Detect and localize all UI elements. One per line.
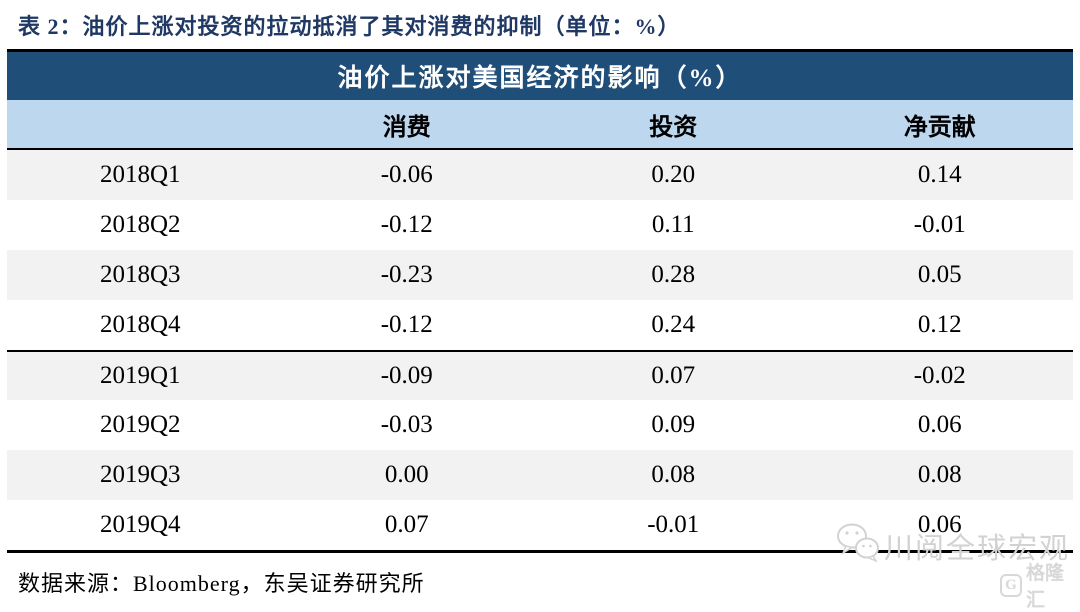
investment-cell: 0.08 — [651, 461, 696, 488]
consumption-cell: -0.23 — [380, 261, 433, 288]
investment-cell: 0.24 — [651, 311, 696, 338]
quarter-cell: 2018Q1 — [99, 161, 181, 188]
consumption-cell: -0.06 — [380, 161, 433, 188]
data-source-note: 数据来源：Bloomberg，东吴证券研究所 — [18, 571, 425, 596]
quarter-cell: 2019Q2 — [99, 411, 181, 438]
investment-cell: 0.20 — [651, 161, 696, 188]
table-row: 2019Q1 -0.09 0.07 -0.02 — [7, 350, 1073, 400]
net-contribution-cell: 0.06 — [917, 411, 962, 438]
investment-cell: -0.01 — [647, 511, 700, 538]
table-row: 2018Q4 -0.12 0.24 0.12 — [7, 300, 1073, 350]
table-row: 2019Q4 0.07 -0.01 0.06 — [7, 500, 1073, 550]
table-row: 2018Q2 -0.12 0.11 -0.01 — [7, 200, 1073, 250]
investment-cell: 0.09 — [651, 411, 696, 438]
net-contribution-cell: -0.01 — [913, 211, 966, 238]
consumption-cell: -0.12 — [380, 311, 433, 338]
consumption-cell: -0.12 — [380, 211, 433, 238]
net-contribution-cell: 0.05 — [917, 261, 962, 288]
table-row: 2019Q2 -0.03 0.09 0.06 — [7, 400, 1073, 450]
consumption-cell: 0.07 — [384, 511, 429, 538]
column-header-quarter — [7, 100, 274, 148]
consumption-cell: -0.03 — [380, 411, 433, 438]
quarter-cell: 2018Q2 — [99, 211, 181, 238]
investment-cell: 0.28 — [651, 261, 696, 288]
column-header-net-contribution: 净贡献 — [903, 114, 976, 141]
watermark-wechat-label: 川阅全球宏观 — [884, 533, 1071, 565]
data-table: 油价上涨对美国经济的影响（%） 消费 投资 净贡献 2018Q1 -0.06 0… — [7, 49, 1073, 553]
watermark-gelonghui-label: 格隆汇 — [1026, 563, 1065, 611]
table-row: 2019Q3 0.00 0.08 0.08 — [7, 450, 1073, 500]
table-column-header-row: 消费 投资 净贡献 — [7, 100, 1073, 150]
quarter-cell: 2018Q3 — [99, 261, 181, 288]
net-contribution-cell: -0.02 — [913, 362, 966, 389]
gelonghui-logo-icon: G — [1000, 573, 1022, 597]
investment-cell: 0.07 — [651, 362, 696, 389]
watermark-wechat: 川阅全球宏观 — [836, 522, 1070, 570]
net-contribution-cell: 0.14 — [917, 161, 962, 188]
quarter-cell: 2019Q3 — [99, 461, 181, 488]
investment-cell: 0.11 — [651, 211, 695, 238]
table-caption: 表 2：油价上涨对投资的拉动抵消了其对消费的抑制（单位：%） — [18, 14, 681, 39]
quarter-cell: 2018Q4 — [99, 311, 181, 338]
table-row: 2018Q3 -0.23 0.28 0.05 — [7, 250, 1073, 300]
quarter-cell: 2019Q1 — [99, 362, 181, 389]
net-contribution-cell: 0.06 — [917, 511, 962, 538]
table-row: 2018Q1 -0.06 0.20 0.14 — [7, 150, 1073, 200]
net-contribution-cell: 0.12 — [917, 311, 962, 338]
column-header-consumption: 消费 — [382, 114, 431, 141]
column-header-investment: 投资 — [649, 114, 698, 141]
watermark-gelonghui: G 格隆汇 — [1000, 558, 1080, 612]
wechat-icon — [836, 522, 880, 570]
consumption-cell: 0.00 — [384, 461, 429, 488]
quarter-cell: 2019Q4 — [99, 511, 181, 538]
table-title-banner: 油价上涨对美国经济的影响（%） — [7, 52, 1073, 100]
net-contribution-cell: 0.08 — [917, 461, 962, 488]
consumption-cell: -0.09 — [380, 362, 433, 389]
